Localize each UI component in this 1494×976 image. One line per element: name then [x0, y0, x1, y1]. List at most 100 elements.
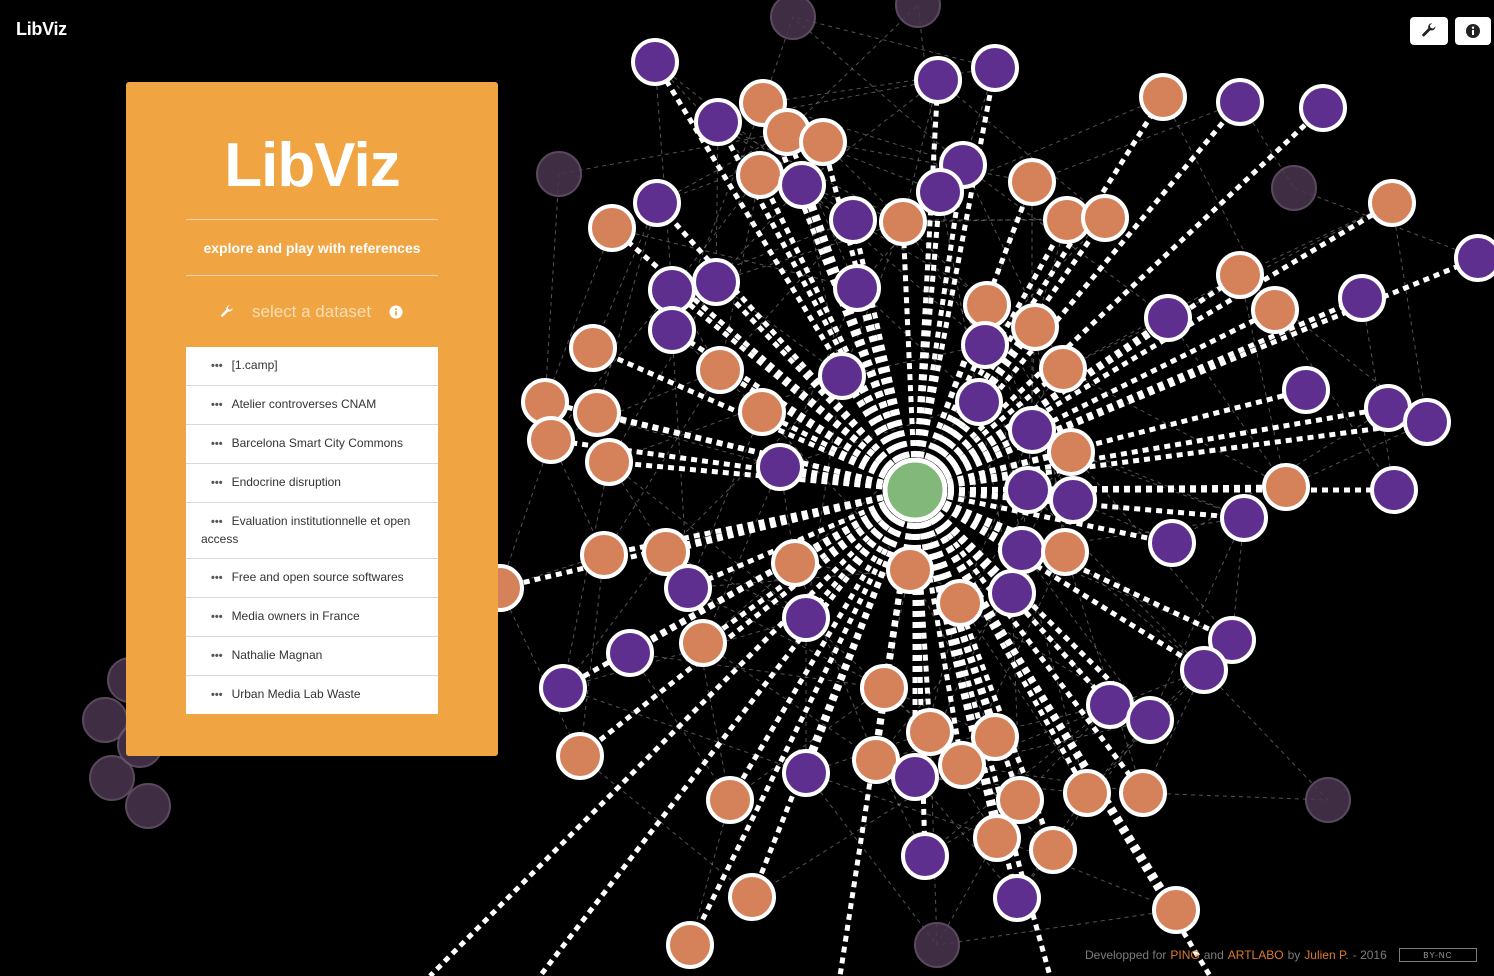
- reference-node[interactable]: [556, 732, 604, 780]
- reference-node[interactable]: [799, 118, 847, 166]
- author-node[interactable]: [692, 258, 740, 306]
- reference-node[interactable]: [852, 736, 900, 784]
- dataset-item[interactable]: ••• [1.camp]: [186, 347, 438, 386]
- author-node[interactable]: [1216, 78, 1264, 126]
- reference-node[interactable]: [1119, 769, 1167, 817]
- reference-node[interactable]: [1368, 179, 1416, 227]
- reference-node[interactable]: [588, 204, 636, 252]
- dataset-item[interactable]: ••• Media owners in France: [186, 598, 438, 637]
- reference-node[interactable]: [938, 741, 986, 789]
- reference-node[interactable]: [963, 281, 1011, 329]
- author-node[interactable]: [1454, 234, 1494, 282]
- faded-node[interactable]: [125, 783, 171, 829]
- author-node[interactable]: [971, 44, 1019, 92]
- faded-node[interactable]: [1305, 777, 1351, 823]
- author-node[interactable]: [998, 526, 1046, 574]
- author-node[interactable]: [782, 594, 830, 642]
- author-node[interactable]: [833, 264, 881, 312]
- reference-node[interactable]: [971, 713, 1019, 761]
- reference-node[interactable]: [1039, 345, 1087, 393]
- author-node[interactable]: [778, 161, 826, 209]
- author-node[interactable]: [694, 98, 742, 146]
- reference-node[interactable]: [771, 539, 819, 587]
- author-node[interactable]: [1282, 366, 1330, 414]
- footer-link-author[interactable]: Julien P.: [1304, 948, 1349, 962]
- author-node[interactable]: [914, 56, 962, 104]
- author-node[interactable]: [539, 664, 587, 712]
- reference-node[interactable]: [906, 708, 954, 756]
- reference-node[interactable]: [569, 324, 617, 372]
- reference-node[interactable]: [573, 389, 621, 437]
- reference-node[interactable]: [973, 814, 1021, 862]
- author-node[interactable]: [1180, 646, 1228, 694]
- author-node[interactable]: [818, 352, 866, 400]
- author-node[interactable]: [664, 564, 712, 612]
- faded-node[interactable]: [895, 0, 941, 28]
- author-node[interactable]: [901, 832, 949, 880]
- author-node[interactable]: [993, 874, 1041, 922]
- author-node[interactable]: [961, 321, 1009, 369]
- reference-node[interactable]: [1008, 158, 1056, 206]
- reference-node[interactable]: [860, 664, 908, 712]
- reference-node[interactable]: [585, 438, 633, 486]
- author-node[interactable]: [829, 196, 877, 244]
- author-node[interactable]: [1144, 294, 1192, 342]
- reference-node[interactable]: [1251, 286, 1299, 334]
- author-node[interactable]: [1220, 494, 1268, 542]
- dataset-item[interactable]: ••• Endocrine disruption: [186, 464, 438, 503]
- faded-node[interactable]: [536, 151, 582, 197]
- author-node[interactable]: [1370, 466, 1418, 514]
- dataset-item[interactable]: ••• Barcelona Smart City Commons: [186, 425, 438, 464]
- footer-link-artlabo[interactable]: ARTLABO: [1227, 948, 1284, 962]
- author-node[interactable]: [1086, 681, 1134, 729]
- reference-node[interactable]: [1152, 886, 1200, 934]
- reference-node[interactable]: [580, 531, 628, 579]
- reference-node[interactable]: [642, 528, 690, 576]
- dataset-item[interactable]: ••• Evaluation institutionnelle et open a…: [186, 503, 438, 559]
- reference-node[interactable]: [1081, 194, 1129, 242]
- reference-node[interactable]: [886, 546, 934, 594]
- reference-node[interactable]: [1029, 826, 1077, 874]
- author-node[interactable]: [756, 443, 804, 491]
- dataset-item[interactable]: ••• Atelier controverses CNAM: [186, 386, 438, 425]
- dataset-item[interactable]: ••• Urban Media Lab Waste: [186, 676, 438, 714]
- reference-node[interactable]: [706, 776, 754, 824]
- dataset-item[interactable]: ••• Nathalie Magnan: [186, 637, 438, 676]
- author-node[interactable]: [1049, 476, 1097, 524]
- faded-node[interactable]: [1271, 165, 1317, 211]
- author-node[interactable]: [1403, 398, 1451, 446]
- reference-node[interactable]: [527, 416, 575, 464]
- author-node[interactable]: [782, 749, 830, 797]
- reference-node[interactable]: [679, 619, 727, 667]
- author-node[interactable]: [1208, 616, 1256, 664]
- dataset-selector[interactable]: select a dataset: [220, 302, 403, 322]
- author-node[interactable]: [1008, 406, 1056, 454]
- author-node[interactable]: [633, 179, 681, 227]
- reference-node[interactable]: [738, 388, 786, 436]
- info-button[interactable]: [1455, 17, 1491, 45]
- reference-node[interactable]: [666, 921, 714, 969]
- author-node[interactable]: [988, 569, 1036, 617]
- reference-node[interactable]: [996, 776, 1044, 824]
- reference-node[interactable]: [1262, 463, 1310, 511]
- author-node[interactable]: [1338, 274, 1386, 322]
- reference-node[interactable]: [1011, 303, 1059, 351]
- reference-node[interactable]: [1041, 528, 1089, 576]
- author-node[interactable]: [606, 629, 654, 677]
- author-node[interactable]: [891, 753, 939, 801]
- author-node[interactable]: [648, 306, 696, 354]
- info-icon[interactable]: [389, 305, 403, 319]
- reference-node[interactable]: [1063, 769, 1111, 817]
- reference-node[interactable]: [879, 198, 927, 246]
- author-node[interactable]: [631, 38, 679, 86]
- reference-node[interactable]: [936, 579, 984, 627]
- author-node[interactable]: [1299, 84, 1347, 132]
- faded-node[interactable]: [89, 755, 135, 801]
- author-node[interactable]: [1126, 696, 1174, 744]
- reference-node[interactable]: [1139, 73, 1187, 121]
- center-node[interactable]: [882, 457, 948, 523]
- author-node[interactable]: [1004, 466, 1052, 514]
- reference-node[interactable]: [1047, 428, 1095, 476]
- faded-node[interactable]: [770, 0, 816, 40]
